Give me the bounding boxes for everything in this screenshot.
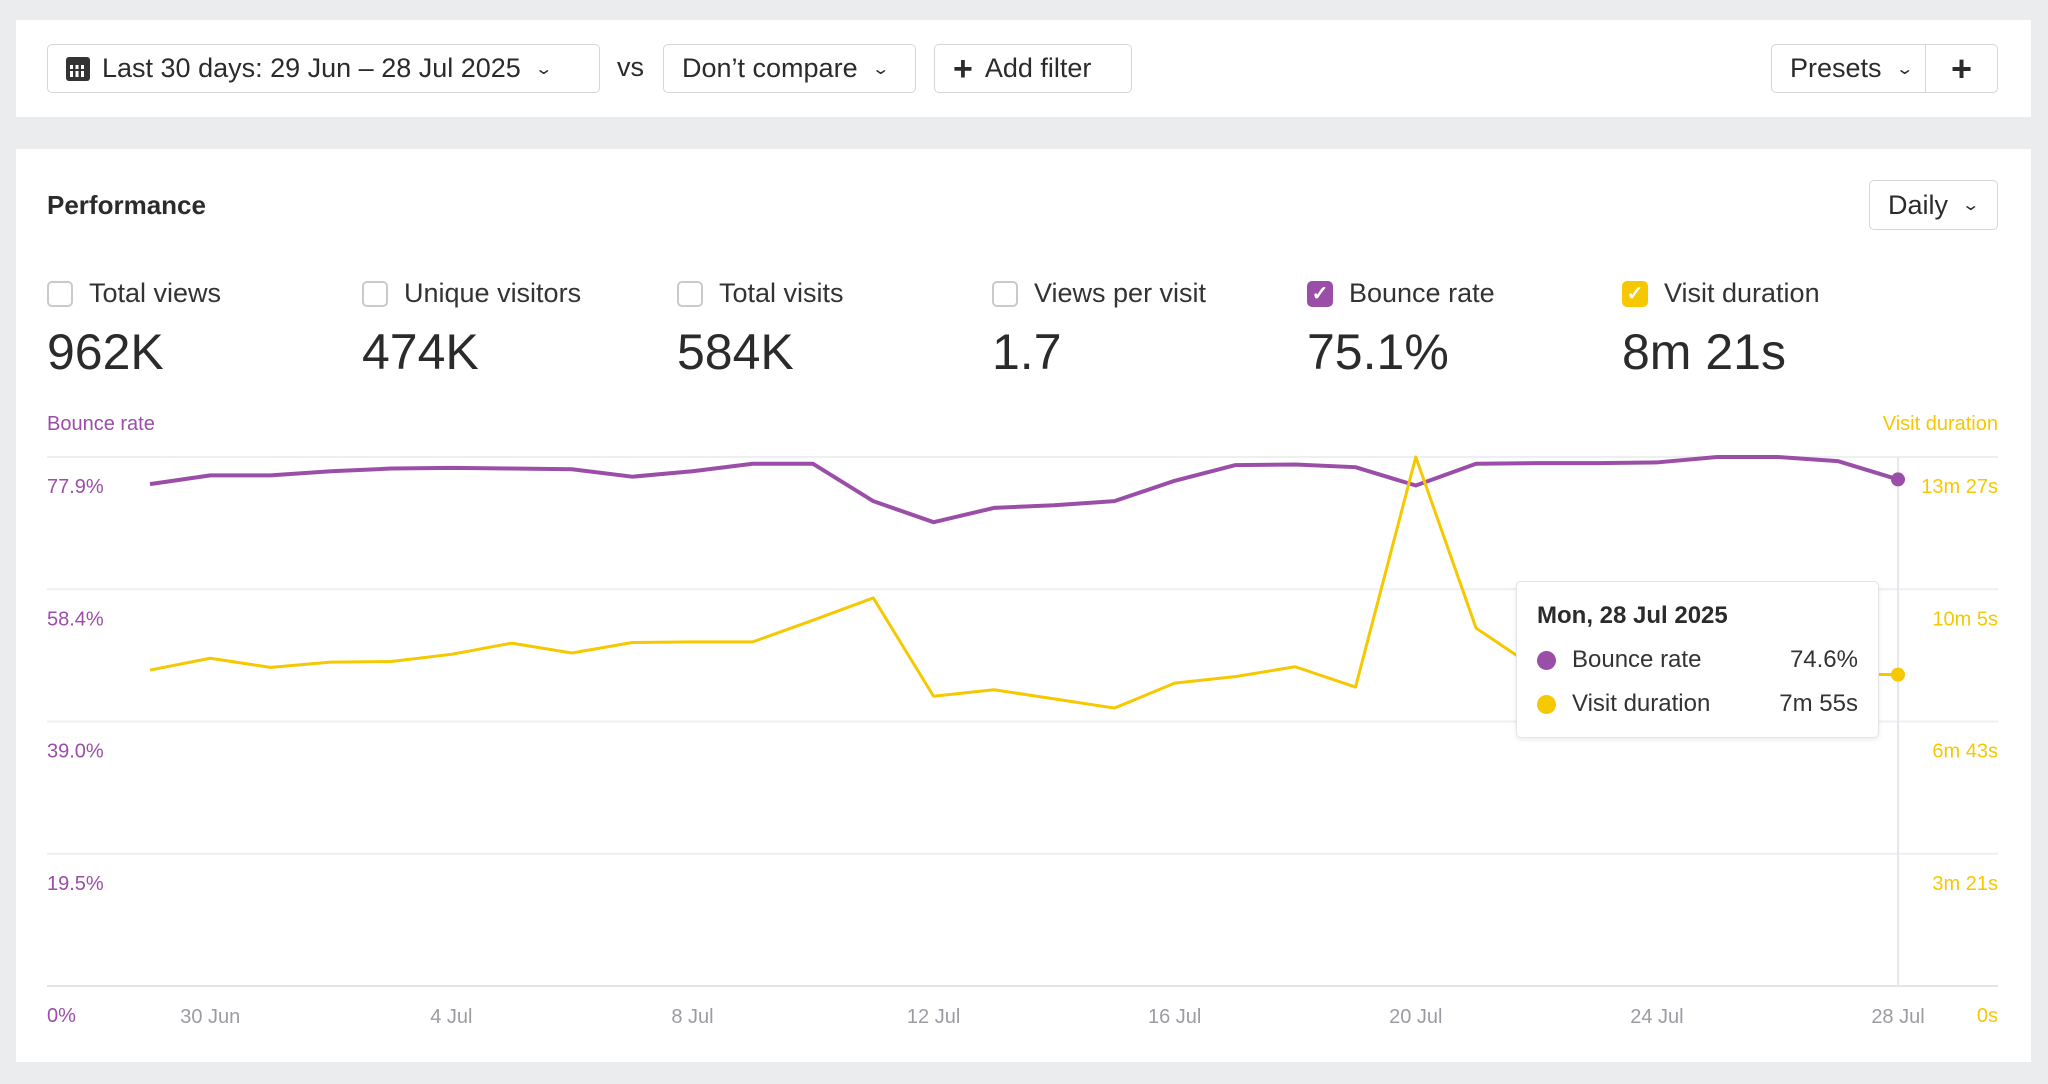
metric-value: 962K	[47, 324, 164, 380]
metric-value: 8m 21s	[1622, 324, 1786, 380]
checkbox[interactable]: ✓	[1307, 280, 1333, 307]
metric-toggle[interactable]: Total views	[47, 278, 221, 309]
metric-views-per-visit[interactable]: Views per visit 1.7	[992, 278, 1206, 381]
metric-label: Visit duration	[1664, 278, 1820, 308]
chevron-down-icon: ⌄	[870, 60, 890, 78]
left-axis-title: Bounce rate	[47, 413, 155, 435]
chevron-down-icon: ⌄	[1894, 60, 1914, 78]
metric-toggle[interactable]: Views per visit	[992, 278, 1206, 309]
checkbox[interactable]: ✓	[1622, 280, 1648, 307]
metric-label: Bounce rate	[1349, 278, 1495, 308]
tooltip-row-duration: Visit duration 7m 55s	[1537, 690, 1858, 718]
checkbox[interactable]	[992, 280, 1018, 307]
bounce-rate-dot-icon	[1537, 650, 1556, 670]
tooltip-label: Visit duration	[1572, 690, 1711, 717]
compare-dropdown[interactable]: Don’t compare ⌄	[663, 44, 916, 93]
metric-value: 1.7	[992, 324, 1062, 380]
metric-label: Unique visitors	[404, 278, 582, 308]
visit-duration-dot-icon	[1537, 694, 1556, 714]
checkbox[interactable]	[677, 280, 703, 307]
tooltip-label: Bounce rate	[1572, 646, 1702, 673]
tooltip-value: 74.6%	[1789, 646, 1858, 673]
chevron-down-icon: ⌄	[534, 60, 553, 78]
add-filter-button[interactable]: + Add filter	[934, 44, 1132, 93]
vs-label: vs	[617, 52, 644, 82]
presets-label: Presets	[1790, 53, 1882, 83]
add-preset-button[interactable]: +	[1925, 44, 1998, 93]
plus-icon: +	[953, 49, 973, 88]
checkbox[interactable]	[47, 280, 73, 307]
presets-dropdown[interactable]: Presets ⌄	[1771, 44, 1926, 93]
date-range-picker[interactable]: Last 30 days: 29 Jun – 28 Jul 2025 ⌄	[47, 44, 600, 93]
metric-label: Views per visit	[1034, 278, 1207, 308]
metric-value: 584K	[677, 324, 794, 380]
metric-toggle[interactable]: ✓ Bounce rate	[1307, 278, 1495, 309]
metric-value: 474K	[362, 324, 479, 380]
metric-total-views[interactable]: Total views 962K	[47, 278, 221, 381]
interval-dropdown[interactable]: Daily ⌄	[1869, 180, 1998, 230]
plus-icon: +	[1950, 47, 1973, 89]
chart-tooltip: Mon, 28 Jul 2025 Bounce rate 74.6% Visit…	[1516, 581, 1879, 738]
calendar-icon	[66, 56, 90, 81]
metric-toggle[interactable]: ✓ Visit duration	[1622, 278, 1820, 309]
tooltip-date: Mon, 28 Jul 2025	[1537, 602, 1728, 629]
metric-toggle[interactable]: Total visits	[677, 278, 844, 309]
metric-total-visits[interactable]: Total visits 584K	[677, 278, 844, 381]
add-filter-label: Add filter	[984, 53, 1092, 83]
metric-label: Total views	[89, 278, 222, 308]
chevron-down-icon: ⌄	[1961, 197, 1981, 214]
metric-value: 75.1%	[1307, 324, 1449, 380]
compare-label: Don’t compare	[682, 53, 858, 83]
metric-unique-visitors[interactable]: Unique visitors 474K	[362, 278, 581, 381]
checkbox[interactable]	[362, 280, 388, 307]
tooltip-value: 7m 55s	[1779, 690, 1858, 717]
right-axis-title: Visit duration	[1882, 413, 1998, 435]
tooltip-row-bounce: Bounce rate 74.6%	[1537, 646, 1858, 674]
date-range-label: Last 30 days: 29 Jun – 28 Jul 2025	[102, 53, 521, 83]
metric-toggle[interactable]: Unique visitors	[362, 278, 581, 309]
metric-visit-duration[interactable]: ✓ Visit duration 8m 21s	[1622, 278, 1820, 381]
metric-bounce-rate[interactable]: ✓ Bounce rate 75.1%	[1307, 278, 1495, 381]
performance-title: Performance	[47, 190, 206, 220]
interval-label: Daily	[1888, 189, 1949, 220]
metric-label: Total visits	[719, 278, 844, 308]
